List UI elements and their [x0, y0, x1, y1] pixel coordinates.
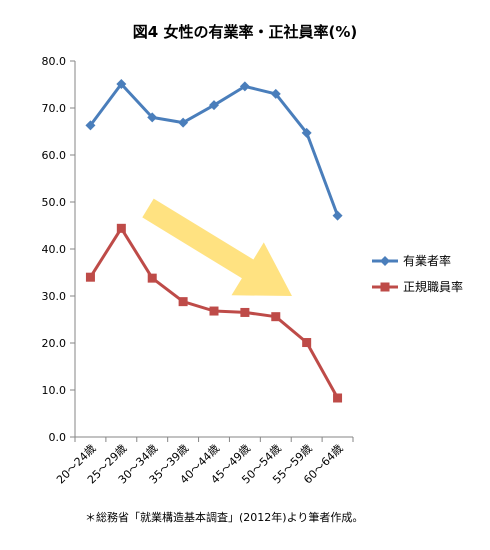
data-point-diamond	[85, 120, 96, 131]
legend-label: 有業者率	[403, 253, 451, 268]
data-point-diamond	[239, 81, 250, 92]
data-point-square	[271, 312, 281, 322]
data-point-diamond	[270, 88, 281, 99]
legend-label: 正規職員率	[403, 279, 463, 294]
series-1	[85, 79, 343, 221]
axes: 0.010.020.030.040.050.060.070.080.020～24…	[42, 55, 354, 486]
y-tick-label: 50.0	[42, 196, 67, 209]
y-tick-label: 10.0	[42, 384, 67, 397]
data-point-square	[333, 393, 343, 403]
data-point-square	[209, 306, 219, 316]
y-tick-label: 40.0	[42, 243, 67, 256]
data-point-square	[178, 297, 188, 307]
data-point-diamond	[116, 79, 127, 90]
data-point-square	[116, 223, 126, 233]
data-point-square	[85, 272, 95, 282]
footnote: ＊総務省「就業構造基本調査」(2012年)より筆者作成。	[85, 510, 363, 524]
data-point-diamond	[178, 117, 189, 128]
y-tick-label: 70.0	[42, 102, 67, 115]
data-point-square	[147, 273, 157, 283]
data-point-diamond	[332, 210, 343, 221]
data-point-diamond	[209, 100, 219, 111]
y-tick-label: 60.0	[42, 149, 67, 162]
chart-title: 図4 女性の有業率・正社員率(%)	[133, 23, 357, 41]
y-tick-label: 80.0	[42, 55, 67, 68]
data-point-diamond	[147, 112, 158, 123]
series-2	[85, 223, 343, 403]
y-tick-label: 0.0	[49, 431, 67, 444]
trend-arrow	[142, 198, 292, 296]
data-point-diamond	[301, 127, 312, 138]
trend-arrow-group	[142, 198, 292, 296]
legend-swatch-marker	[380, 256, 390, 266]
data-point-square	[302, 338, 312, 348]
y-tick-label: 30.0	[42, 290, 67, 303]
series-layer	[85, 79, 343, 403]
legend-swatch-marker	[380, 282, 390, 292]
y-tick-label: 20.0	[42, 337, 67, 350]
data-point-square	[240, 307, 250, 317]
